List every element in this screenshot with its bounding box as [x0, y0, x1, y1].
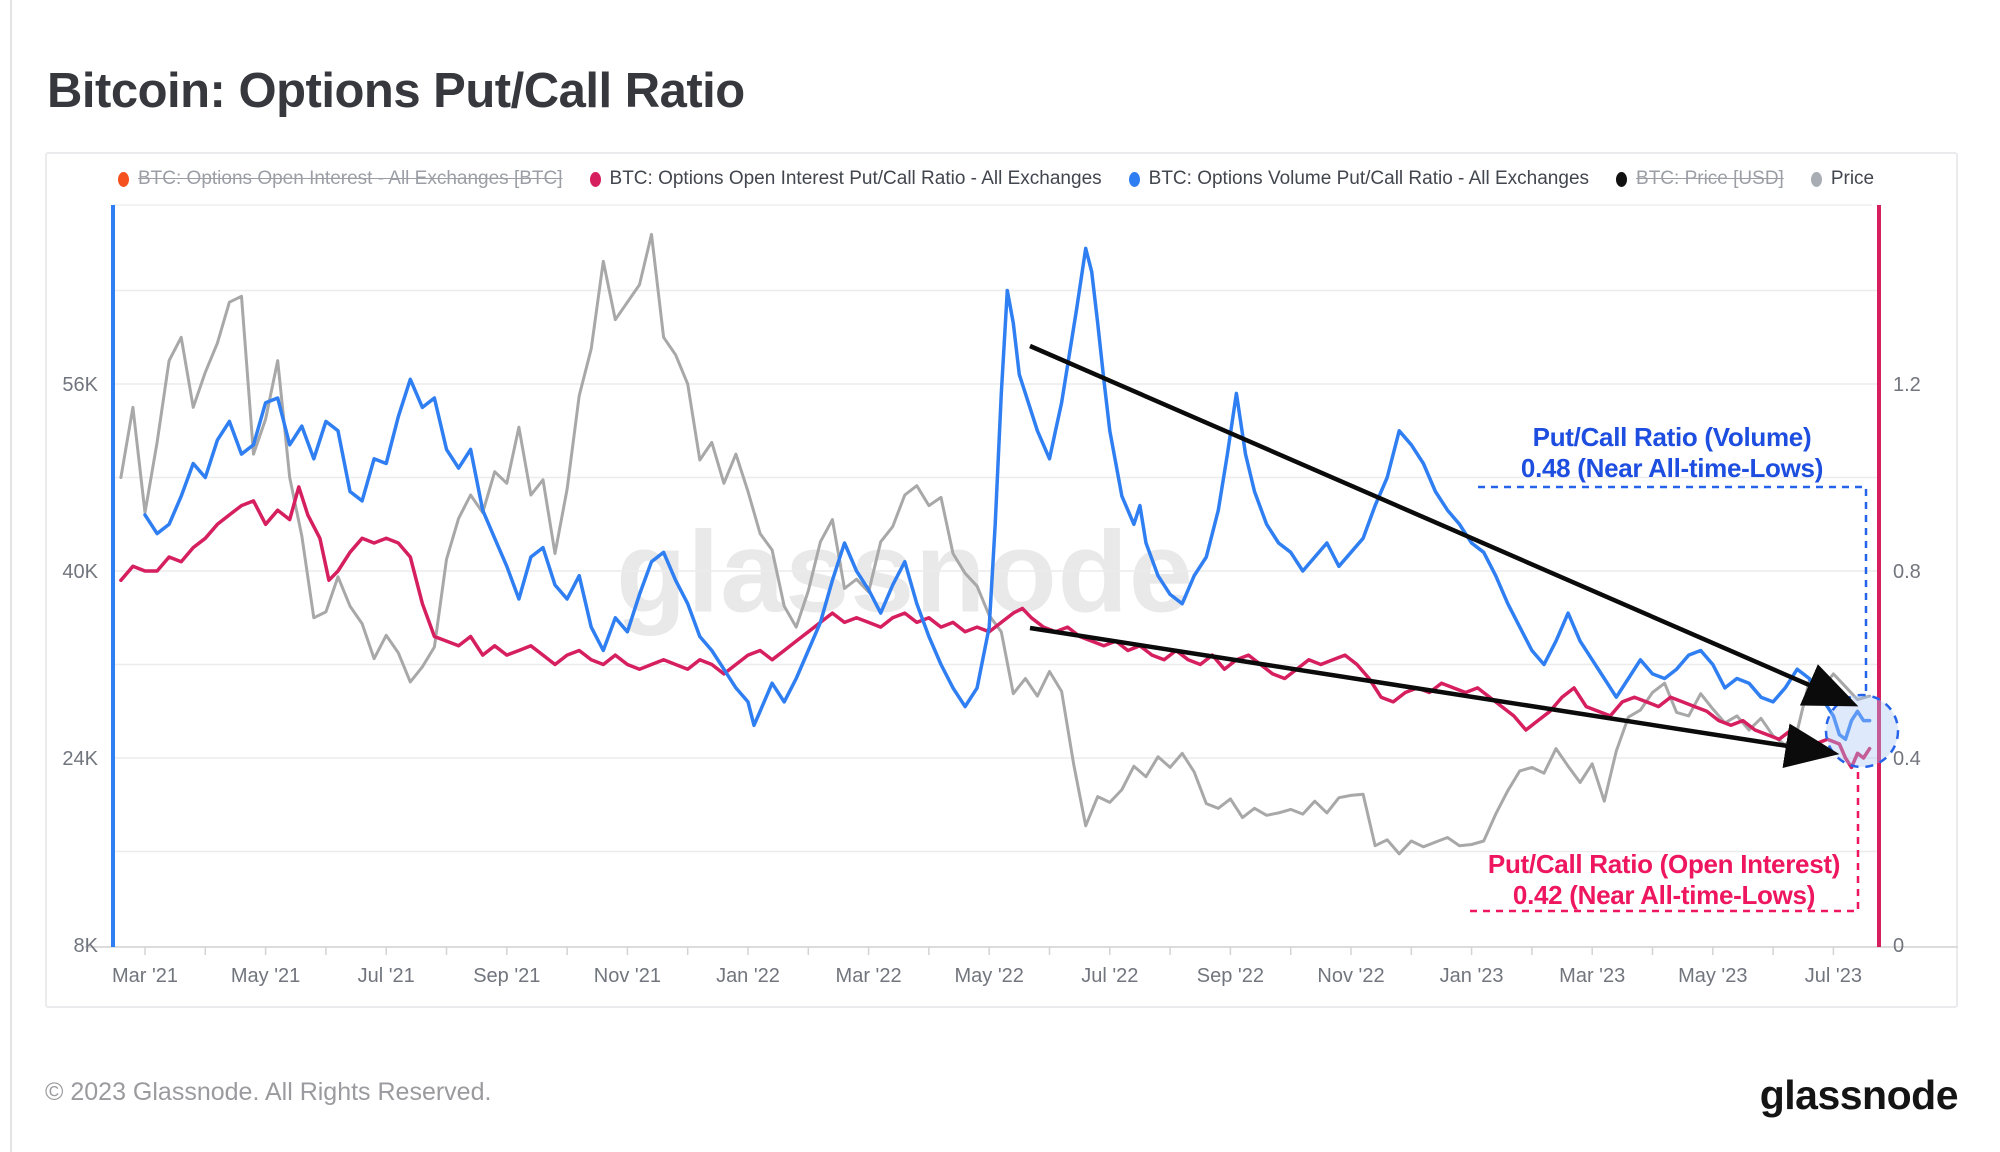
y-axis-right-tick-label: 0: [1893, 935, 1904, 957]
y-axis-right-tick-label: 1.2: [1893, 374, 1921, 396]
legend-dot-icon: [1128, 171, 1140, 187]
x-axis-tick-label: Mar '23: [1559, 965, 1625, 987]
callout-arrow-open-interest: [1029, 625, 1840, 768]
y-axis-left-tick-label: 56K: [62, 374, 98, 396]
annotation-open-interest-putcall: Put/Call Ratio (Open Interest) 0.42 (Nea…: [1472, 849, 1856, 911]
series-line-oi-putcall: [119, 485, 1872, 770]
legend-label: BTC: Options Volume Put/Call Ratio - All…: [1148, 168, 1590, 189]
legend-dot-icon: [1810, 171, 1822, 187]
legend-dot-icon: [1616, 171, 1628, 187]
legend-dot-icon: [118, 171, 129, 187]
legend-label: BTC: Options Open Interest Put/Call Rati…: [609, 168, 1102, 189]
annotation-oi-line2: 0.42 (Near All-time-Lows): [1512, 880, 1816, 910]
legend-item[interactable]: BTC: Price [USD]: [1616, 168, 1784, 190]
x-axis-tick-label: Jul '21: [358, 965, 415, 987]
legend-item[interactable]: BTC: Options Open Interest - All Exchang…: [118, 168, 563, 190]
callout-arrow-volume: [1029, 343, 1859, 707]
legend-item[interactable]: BTC: Options Open Interest Put/Call Rati…: [589, 168, 1102, 190]
x-axis-tick-label: Sep '22: [1197, 965, 1264, 987]
y-axis-right-tick-label: 0.4: [1893, 748, 1921, 770]
volume-annotation-dashed-bracket: [1478, 485, 1868, 694]
x-axis-tick-label: Jan '23: [1440, 965, 1504, 987]
glassnode-watermark: glassnode: [616, 508, 1194, 637]
y-axis-left-tick-label: 40K: [62, 561, 98, 583]
page-title: Bitcoin: Options Put/Call Ratio: [47, 63, 745, 118]
footer-copyright: © 2023 Glassnode. All Rights Reserved.: [45, 1078, 492, 1106]
annotation-oi-line1: Put/Call Ratio (Open Interest): [1487, 849, 1841, 879]
x-axis-tick-label: May '22: [954, 965, 1023, 987]
y-axis-left-tick-label: 8K: [74, 935, 99, 957]
endpoint-highlight-circle: [1824, 693, 1900, 769]
chart-card: [45, 152, 1958, 1008]
series-line-price: [119, 232, 1872, 856]
x-axis-tick-label: Sep '21: [473, 965, 540, 987]
y-axis-right-tick-label: 0.8: [1893, 561, 1921, 583]
x-axis-tick-label: May '23: [1678, 965, 1747, 987]
x-axis-tick-label: Jan '22: [716, 965, 780, 987]
legend-label: BTC: Price [USD]: [1636, 168, 1784, 189]
x-axis-tick-label: Mar '21: [112, 965, 178, 987]
annotation-volume-line2: 0.48 (Near All-time-Lows): [1520, 453, 1824, 483]
legend-item[interactable]: Price: [1810, 168, 1875, 190]
chart-legend: BTC: Options Open Interest - All Exchang…: [118, 168, 1874, 190]
x-axis-tick-label: Nov '21: [594, 965, 661, 987]
legend-item[interactable]: BTC: Options Volume Put/Call Ratio - All…: [1128, 168, 1590, 190]
x-axis-tick-label: Nov '22: [1317, 965, 1384, 987]
x-axis-tick-label: Jul '23: [1805, 965, 1862, 987]
legend-label: Price: [1830, 168, 1875, 189]
legend-label: BTC: Options Open Interest - All Exchang…: [138, 168, 563, 189]
page-left-border: [10, 0, 12, 1152]
x-axis-tick-label: May '21: [231, 965, 300, 987]
legend-dot-icon: [589, 171, 601, 187]
glassnode-logo: glassnode: [1759, 1072, 1959, 1118]
annotation-volume-line1: Put/Call Ratio (Volume): [1532, 422, 1812, 452]
annotation-volume-putcall: Put/Call Ratio (Volume) 0.48 (Near All-t…: [1482, 422, 1862, 484]
series-line-volume-putcall: [143, 246, 1872, 742]
oi-annotation-dashed-bracket: [1470, 768, 1860, 913]
y-axis-left-tick-label: 24K: [62, 748, 98, 770]
x-axis-tick-label: Jul '22: [1081, 965, 1138, 987]
x-axis-tick-label: Mar '22: [836, 965, 902, 987]
